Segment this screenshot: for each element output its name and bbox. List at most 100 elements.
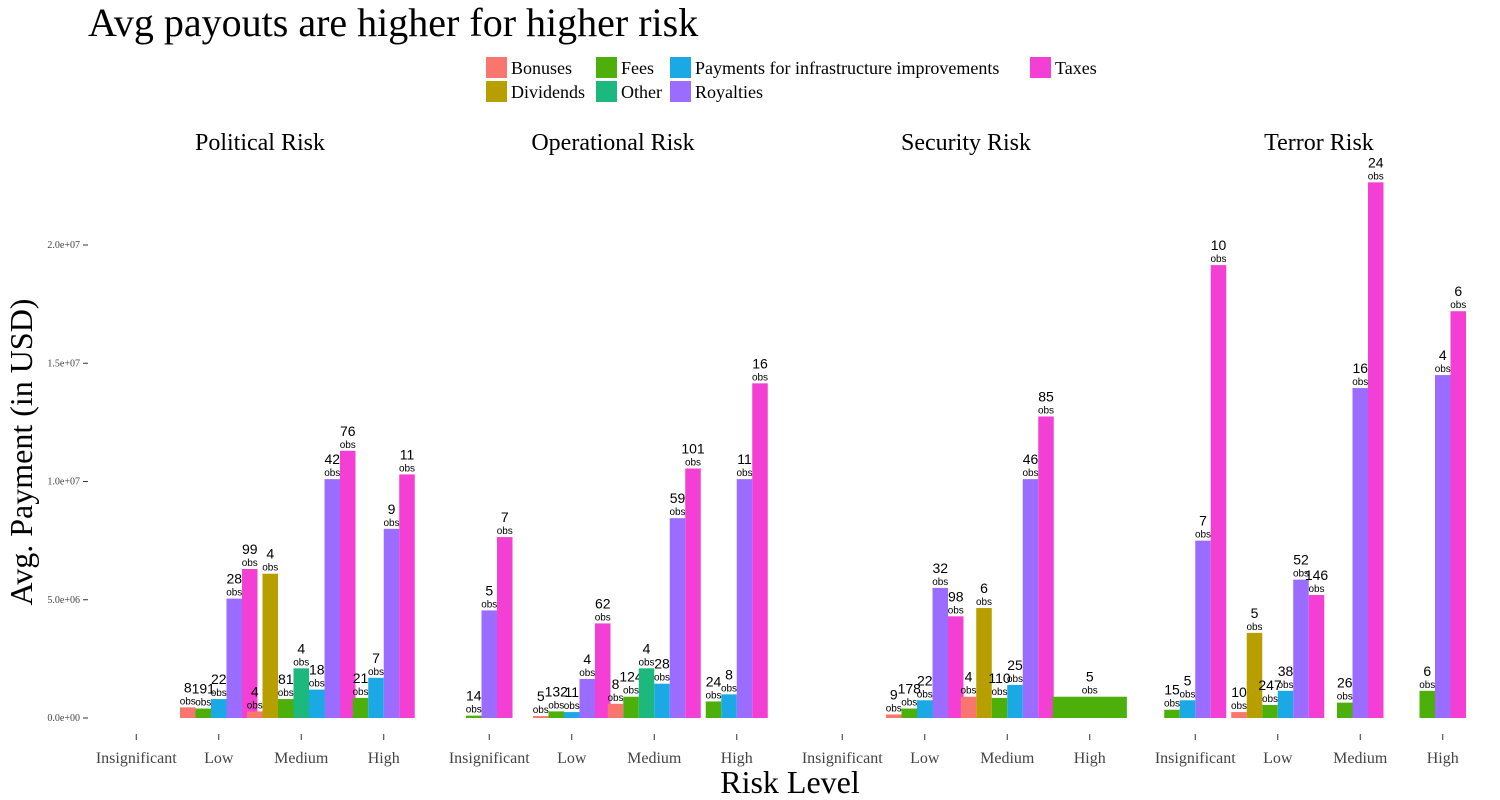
y-axis-title: Avg. Payment (in USD) — [3, 299, 39, 606]
bar-royalties — [1022, 479, 1039, 718]
x-tick-label: Low — [204, 750, 234, 767]
obs-count-label: 178 — [898, 681, 922, 697]
obs-suffix-label: obs — [278, 688, 294, 699]
facet-title: Operational Risk — [531, 130, 694, 156]
bar-payments-for-infrastructure-improvements — [211, 699, 227, 718]
obs-count-label: 32 — [932, 560, 948, 576]
legend-swatch — [670, 81, 691, 102]
obs-suffix-label: obs — [1231, 701, 1247, 712]
obs-suffix-label: obs — [1435, 364, 1451, 375]
bar-taxes — [1368, 182, 1384, 718]
obs-count-label: 6 — [980, 580, 988, 596]
bar-fees — [705, 701, 722, 718]
obs-count-label: 8 — [184, 679, 192, 695]
obs-count-label: 25 — [1007, 657, 1023, 673]
bar-bonuses — [533, 716, 549, 718]
obs-count-label: 7 — [1199, 513, 1207, 529]
bar-taxes — [948, 616, 964, 718]
obs-suffix-label: obs — [1308, 584, 1324, 595]
obs-suffix-label: obs — [705, 690, 721, 701]
bar-royalties — [932, 587, 948, 718]
bar-payments-for-infrastructure-improvements — [309, 689, 325, 718]
obs-suffix-label: obs — [960, 686, 976, 697]
bar-other — [293, 668, 309, 718]
obs-count-label: 4 — [297, 640, 305, 656]
bar-dividends — [1246, 632, 1263, 718]
obs-count-label: 247 — [1258, 677, 1282, 693]
obs-count-label: 4 — [583, 651, 591, 667]
obs-suffix-label: obs — [466, 705, 482, 716]
obs-suffix-label: obs — [736, 468, 752, 479]
obs-suffix-label: obs — [1337, 692, 1353, 703]
obs-suffix-label: obs — [1368, 171, 1384, 182]
obs-count-label: 46 — [1023, 451, 1039, 467]
obs-suffix-label: obs — [481, 599, 497, 610]
y-tick-label: 2.0e+07 — [47, 240, 80, 251]
bar-dividends — [976, 608, 992, 718]
bar-royalties — [1293, 579, 1309, 718]
chart-title: Avg payouts are higher for higher risk — [88, 0, 698, 45]
x-tick-label: Low — [557, 750, 587, 767]
legend-swatch — [596, 57, 617, 78]
x-tick-label: Insignificant — [96, 750, 177, 767]
obs-suffix-label: obs — [1022, 468, 1038, 479]
obs-suffix-label: obs — [948, 605, 964, 616]
bar-taxes — [399, 474, 415, 718]
legend-label: Other — [621, 82, 662, 102]
obs-suffix-label: obs — [242, 558, 258, 569]
y-tick-label: 1.5e+07 — [47, 358, 80, 369]
obs-suffix-label: obs — [1419, 680, 1435, 691]
x-tick-label: Insignificant — [1155, 750, 1236, 767]
obs-suffix-label: obs — [976, 597, 992, 608]
obs-suffix-label: obs — [293, 657, 309, 668]
bar-taxes — [1308, 595, 1325, 718]
obs-count-label: 191 — [192, 681, 216, 697]
legend-label: Fees — [621, 58, 654, 78]
obs-count-label: 28 — [226, 571, 242, 587]
obs-count-label: 24 — [706, 673, 722, 689]
x-tick-label: High — [721, 750, 753, 767]
legend-label: Dividends — [511, 82, 585, 102]
obs-suffix-label: obs — [533, 705, 549, 716]
obs-count-label: 99 — [242, 541, 258, 557]
obs-suffix-label: obs — [226, 588, 242, 599]
bar-taxes — [497, 537, 513, 718]
legend-label: Royalties — [695, 82, 763, 102]
bar-bonuses — [247, 711, 263, 718]
bar-royalties — [669, 518, 686, 718]
obs-count-label: 59 — [670, 490, 686, 506]
obs-count-label: 146 — [1305, 567, 1329, 583]
obs-suffix-label: obs — [752, 372, 768, 383]
obs-suffix-label: obs — [1164, 699, 1180, 710]
y-tick-label: 1.0e+07 — [47, 477, 80, 488]
obs-suffix-label: obs — [211, 688, 227, 699]
obs-count-label: 5 — [1251, 605, 1259, 621]
bar-taxes — [340, 450, 356, 718]
legend-swatch — [670, 57, 691, 78]
y-axis: 0.0e+00 5.0e+06 1.0e+07 1.5e+07 2.0e+07 — [47, 240, 88, 724]
bar-fees — [623, 696, 639, 718]
obs-count-label: 7 — [372, 650, 380, 666]
bar-fees — [1164, 709, 1180, 718]
obs-suffix-label: obs — [932, 577, 948, 588]
obs-suffix-label: obs — [368, 667, 384, 678]
obs-suffix-label: obs — [340, 440, 356, 451]
obs-count-label: 42 — [324, 451, 340, 467]
x-tick-label: Medium — [274, 750, 329, 767]
obs-count-label: 24 — [1368, 154, 1384, 170]
facets: Political Risk Insignificant Low Medium High… — [96, 130, 1467, 767]
legend-item-taxes: Taxes — [1030, 57, 1097, 78]
legend-swatch — [596, 81, 617, 102]
x-tick-label: Low — [910, 750, 940, 767]
bar-bonuses — [180, 707, 196, 718]
bar-payments-for-infrastructure-improvements — [564, 712, 580, 718]
bar-taxes — [752, 383, 768, 718]
obs-suffix-label: obs — [1179, 689, 1195, 700]
obs-suffix-label: obs — [564, 701, 580, 712]
facet-security-risk: Security Risk Insignificant Low Medium High 9… — [802, 130, 1127, 767]
